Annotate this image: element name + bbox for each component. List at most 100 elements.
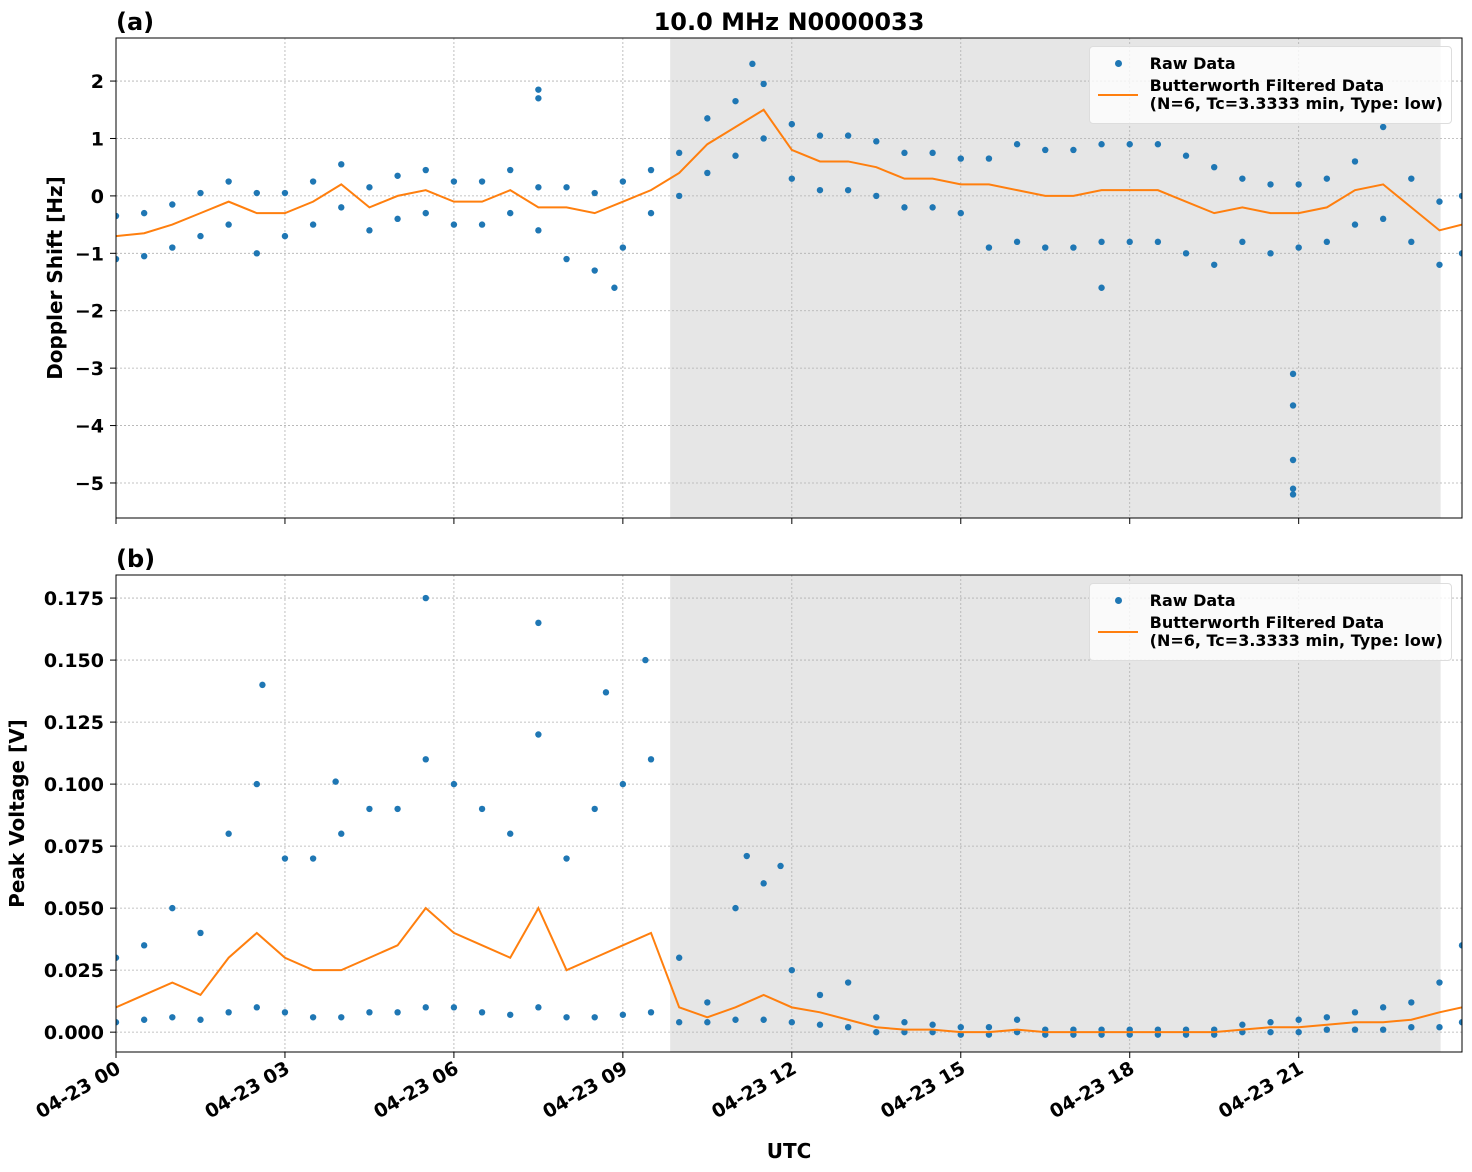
raw-point <box>647 166 655 174</box>
y-tick-label: 0.150 <box>44 650 104 672</box>
raw-point <box>619 1011 627 1018</box>
y-tick-label: 0.025 <box>44 960 104 982</box>
raw-point <box>366 1009 373 1016</box>
raw-point <box>1098 141 1105 148</box>
raw-point <box>507 830 514 837</box>
raw-point <box>281 189 289 197</box>
raw-point <box>1267 250 1274 257</box>
raw-point <box>760 880 767 887</box>
filtered-line <box>116 905 1462 1034</box>
raw-point <box>1408 999 1415 1006</box>
raw-point <box>901 149 908 157</box>
raw-point <box>478 178 486 185</box>
raw-point <box>985 244 993 251</box>
raw-point <box>901 204 908 211</box>
raw-point <box>732 152 739 159</box>
raw-point <box>1239 238 1246 246</box>
raw-point <box>338 1014 345 1021</box>
raw-point <box>197 929 204 937</box>
raw-point <box>394 1009 401 1016</box>
raw-point <box>788 175 796 182</box>
raw-point <box>873 1028 880 1036</box>
raw-point <box>1126 238 1133 246</box>
raw-point <box>1267 1028 1274 1036</box>
raw-point <box>1408 238 1415 246</box>
raw-point <box>535 1004 542 1011</box>
raw-point <box>140 209 148 217</box>
raw-point <box>760 80 767 88</box>
raw-point <box>366 227 373 234</box>
raw-point <box>788 120 796 128</box>
raw-point <box>253 250 260 257</box>
raw-point <box>619 780 627 788</box>
raw-point <box>140 1016 148 1023</box>
raw-point <box>140 252 148 260</box>
raw-point <box>535 95 542 102</box>
raw-point <box>647 209 655 217</box>
raw-point <box>1408 1023 1415 1031</box>
raw-point <box>1351 1009 1359 1016</box>
legend-label: Raw Data <box>1149 54 1236 73</box>
y-axis-label: Doppler Shift [Hz] <box>43 176 67 380</box>
legend-label: Raw Data <box>1149 591 1236 610</box>
raw-point <box>675 1019 683 1026</box>
x-tick-label: 04-23 06 <box>370 1057 462 1123</box>
raw-point <box>1458 192 1462 200</box>
raw-point <box>1289 491 1297 498</box>
raw-point <box>1070 244 1077 251</box>
raw-point <box>169 904 176 912</box>
raw-point <box>259 681 266 689</box>
raw-point <box>535 619 542 627</box>
raw-point <box>225 1009 232 1016</box>
raw-point <box>602 689 610 696</box>
raw-point <box>116 1019 120 1026</box>
legend: Raw Data Butterworth Filtered Data (N=6, … <box>1088 46 1452 124</box>
raw-point <box>338 204 345 211</box>
raw-point <box>704 999 711 1006</box>
raw-point <box>957 209 964 217</box>
raw-point <box>732 97 739 105</box>
raw-point <box>1458 250 1462 257</box>
plot-area <box>116 594 1462 1038</box>
raw-point <box>366 184 373 191</box>
raw-point <box>1295 244 1302 251</box>
raw-point <box>1379 1004 1387 1011</box>
raw-point <box>1295 1028 1302 1036</box>
raw-point <box>1436 1023 1443 1031</box>
raw-point <box>591 1014 598 1021</box>
raw-point <box>743 852 750 860</box>
raw-point <box>1408 175 1415 182</box>
y-tick-label: 0.100 <box>44 774 104 796</box>
raw-point <box>788 966 796 974</box>
raw-point <box>1239 175 1246 182</box>
raw-point <box>450 1004 458 1011</box>
raw-point <box>1458 1019 1462 1026</box>
raw-point <box>1379 123 1387 131</box>
raw-point <box>1351 158 1359 165</box>
raw-point <box>1239 1021 1246 1028</box>
raw-point <box>777 862 784 870</box>
legend-label: Butterworth Filtered Data (N=6, Tc=3.333… <box>1149 613 1443 650</box>
chart-title: 10.0 MHz N0000033 <box>654 8 925 36</box>
legend-swatch <box>1114 60 1122 67</box>
raw-point <box>844 132 852 139</box>
raw-point <box>535 227 542 234</box>
raw-point <box>394 215 401 223</box>
y-tick-label: 2 <box>91 71 104 93</box>
raw-point <box>1379 1026 1387 1033</box>
raw-point <box>366 805 373 813</box>
raw-point <box>1436 261 1443 268</box>
raw-point <box>1295 181 1302 188</box>
legend-label: Butterworth Filtered Data (N=6, Tc=3.333… <box>1149 76 1443 113</box>
raw-point <box>169 201 176 208</box>
legend-entry: Butterworth Filtered Data (N=6, Tc=3.333… <box>1097 76 1443 113</box>
raw-point <box>642 656 649 664</box>
axes-frame <box>115 37 1463 519</box>
legend-key <box>1097 614 1138 633</box>
raw-point <box>732 1016 739 1023</box>
raw-point <box>591 805 598 813</box>
legend-key <box>1097 77 1138 96</box>
raw-point <box>1458 942 1462 949</box>
raw-point <box>675 954 683 961</box>
raw-point <box>1436 198 1443 205</box>
